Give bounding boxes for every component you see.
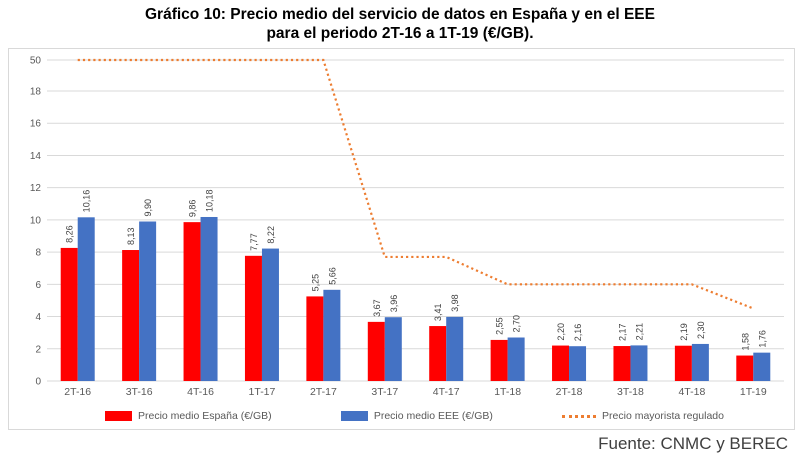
- value-label-espana-3T-17: 3,67: [372, 299, 382, 317]
- y-tick-label-4: 4: [35, 312, 41, 323]
- bar-eee-1T-19: [753, 352, 771, 381]
- y-tick-label-14: 14: [30, 151, 42, 162]
- dotted-line-icon: [562, 414, 597, 418]
- x-tick-label-3T-17: 3T-17: [371, 386, 398, 398]
- bar-espana-3T-18: [613, 346, 631, 381]
- bar-eee-2T-16: [77, 217, 95, 381]
- bar-espana-2T-17: [306, 296, 324, 381]
- value-label-espana-4T-18: 2,19: [679, 323, 689, 341]
- y-tick-label-18: 18: [30, 87, 42, 98]
- source-note: Fuente: CNMC y BEREC: [598, 434, 788, 453]
- value-label-eee-2T-18: 2,16: [573, 324, 583, 342]
- y-tick-label-0: 0: [35, 377, 41, 388]
- y-tick-label-10: 10: [30, 215, 42, 226]
- y-tick-label-50: 50: [30, 56, 42, 67]
- x-tick-label-2T-17: 2T-17: [310, 386, 337, 398]
- bar-eee-1T-17: [261, 248, 279, 381]
- value-label-eee-4T-18: 2,30: [696, 321, 706, 339]
- value-label-espana-2T-18: 2,20: [556, 323, 566, 341]
- bar-eee-4T-16: [200, 216, 218, 381]
- value-label-espana-4T-16: 9,86: [188, 200, 198, 218]
- eee-swatch-icon: [340, 411, 368, 421]
- x-tick-label-2T-16: 2T-16: [64, 386, 91, 398]
- legend-label-espana: Precio medio España (€/GB): [138, 410, 272, 422]
- bar-eee-3T-17: [384, 317, 402, 381]
- value-label-espana-2T-17: 5,25: [310, 274, 320, 292]
- bar-eee-1T-18: [507, 337, 525, 381]
- value-label-espana-1T-18: 2,55: [495, 317, 505, 335]
- legend-label-eee: Precio medio EEE (€/GB): [373, 410, 493, 422]
- bar-espana-1T-17: [244, 255, 262, 381]
- bar-eee-3T-16: [139, 221, 157, 381]
- x-tick-label-1T-17: 1T-17: [249, 386, 276, 398]
- bar-espana-1T-18: [490, 339, 508, 381]
- bar-eee-4T-17: [446, 316, 464, 381]
- bar-espana-4T-17: [429, 326, 447, 381]
- bar-eee-2T-17: [323, 289, 341, 381]
- value-label-eee-1T-19: 1,76: [757, 330, 767, 348]
- legend-label-mayorista: Precio mayorista regulado: [602, 410, 724, 422]
- bar-espana-2T-18: [552, 345, 570, 381]
- value-label-eee-3T-16: 9,90: [143, 199, 153, 217]
- value-label-eee-4T-17: 3,98: [450, 294, 460, 312]
- value-label-eee-4T-16: 10,18: [205, 189, 215, 212]
- value-label-espana-3T-18: 2,17: [617, 324, 627, 342]
- x-tick-label-4T-16: 4T-16: [187, 386, 214, 398]
- y-tick-label-16: 16: [30, 119, 42, 130]
- bar-eee-2T-18: [569, 346, 587, 381]
- value-label-eee-1T-18: 2,70: [512, 315, 522, 333]
- value-label-espana-1T-17: 7,77: [249, 233, 259, 251]
- value-label-eee-3T-17: 3,96: [389, 295, 399, 313]
- bar-espana-2T-16: [60, 247, 78, 381]
- value-label-eee-3T-18: 2,21: [634, 323, 644, 341]
- x-tick-label-1T-18: 1T-18: [494, 386, 521, 398]
- x-tick-label-1T-19: 1T-19: [740, 386, 767, 398]
- value-label-espana-3T-16: 8,13: [126, 227, 136, 245]
- x-tick-label-3T-16: 3T-16: [126, 386, 153, 398]
- x-tick-label-3T-18: 3T-18: [617, 386, 644, 398]
- x-tick-label-4T-18: 4T-18: [678, 386, 705, 398]
- value-label-espana-1T-19: 1,58: [740, 333, 750, 351]
- regulated-price-line: [77, 58, 754, 310]
- legend-item-eee: Precio medio EEE (€/GB): [340, 410, 493, 422]
- chart-title-line2: para el periodo 2T-16 a 1T-19 (€/GB).: [266, 25, 534, 42]
- legend: Precio medio España (€/GB) Precio medio …: [9, 408, 794, 424]
- y-tick-label-12: 12: [30, 183, 42, 194]
- bar-espana-4T-18: [674, 345, 692, 381]
- bar-espana-1T-19: [736, 355, 754, 381]
- legend-item-mayorista: Precio mayorista regulado: [562, 410, 724, 422]
- chart-title-line1: Gráfico 10: Precio medio del servicio de…: [145, 6, 655, 23]
- x-tick-label-4T-17: 4T-17: [433, 386, 460, 398]
- legend-item-espana: Precio medio España (€/GB): [105, 410, 272, 422]
- bar-espana-3T-16: [122, 250, 140, 381]
- value-label-eee-2T-17: 5,66: [327, 267, 337, 285]
- value-label-eee-1T-17: 8,22: [266, 226, 276, 244]
- value-label-espana-4T-17: 3,41: [433, 304, 443, 322]
- value-label-eee-2T-16: 10,16: [82, 190, 92, 213]
- x-tick-label-2T-18: 2T-18: [556, 386, 583, 398]
- chart-title: Gráfico 10: Precio medio del servicio de…: [0, 5, 800, 43]
- plot-region: 0 2 4 6 8 10 12 14 16 18 50 2T-16 8,26 10,16 3T-16 8,13…: [30, 56, 784, 398]
- bar-espana-4T-16: [183, 222, 201, 381]
- value-label-espana-2T-16: 8,26: [65, 225, 75, 243]
- bar-eee-3T-18: [630, 345, 648, 381]
- y-tick-label-2: 2: [35, 344, 41, 355]
- y-tick-label-6: 6: [35, 280, 41, 291]
- chart-area: 0 2 4 6 8 10 12 14 16 18 50 2T-16 8,26 10,16 3T-16 8,13…: [8, 48, 795, 430]
- espana-swatch-icon: [105, 411, 132, 421]
- y-tick-label-8: 8: [35, 248, 41, 259]
- bar-eee-4T-18: [691, 343, 709, 381]
- bar-espana-3T-17: [367, 321, 385, 381]
